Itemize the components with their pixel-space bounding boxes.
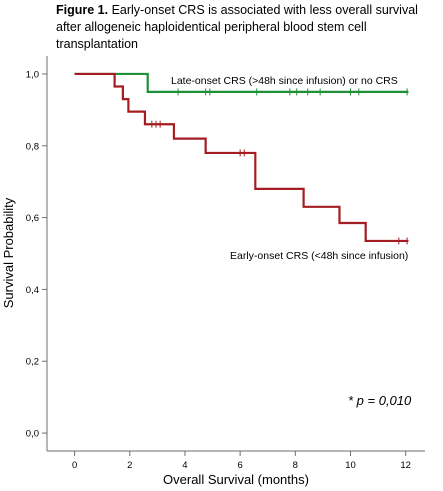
figure-caption: Figure 1. Early-onset CRS is associated … (56, 2, 440, 53)
x-ticks: 0 2 4 6 8 10 12 (72, 451, 411, 471)
y-axis-label: Survival Probability (1, 197, 16, 308)
axes: 0,0 0,2 0,4 0,6 0,8 1,0 0 2 4 6 8 10 12 (26, 56, 425, 471)
x-tick-label: 10 (345, 460, 356, 471)
x-tick-label: 0 (72, 460, 77, 471)
y-tick-label: 1,0 (26, 69, 39, 80)
series-label-early: Early-onset CRS (<48h since infusion) (230, 250, 408, 262)
series-label-late: Late-onset CRS (>48h since infusion) or … (171, 75, 398, 87)
y-tick-label: 0,6 (26, 213, 39, 224)
early-onset-series (74, 72, 409, 245)
y-tick-label: 0,0 (26, 429, 39, 440)
y-ticks: 0,0 0,2 0,4 0,6 0,8 1,0 (26, 69, 47, 440)
x-tick-label: 6 (237, 460, 242, 471)
series-layer (74, 72, 409, 245)
p-value-annotation: * p = 0,010 (348, 393, 412, 408)
y-tick-label: 0,8 (26, 141, 39, 152)
x-tick-label: 4 (182, 460, 187, 471)
x-tick-label: 12 (400, 460, 411, 471)
x-tick-label: 2 (127, 460, 132, 471)
early-onset-survival-line (74, 72, 409, 243)
y-tick-label: 0,4 (26, 285, 39, 296)
figure-caption-text: Early-onset CRS is associated with less … (56, 3, 418, 51)
x-axis-label: Overall Survival (months) (163, 472, 309, 487)
figure-label: Figure 1. (56, 3, 109, 17)
y-tick-label: 0,2 (26, 357, 39, 368)
x-tick-label: 8 (293, 460, 298, 471)
